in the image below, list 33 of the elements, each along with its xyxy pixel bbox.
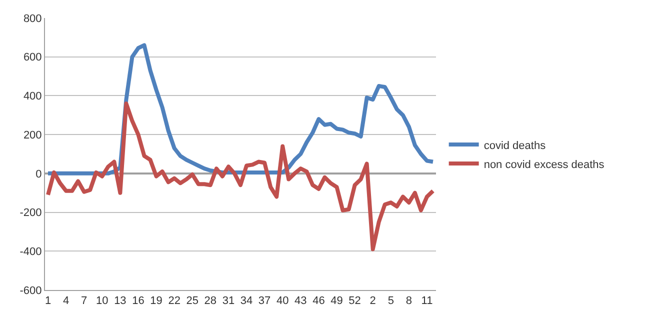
x-tick-label: 13: [114, 295, 126, 308]
legend-label: non covid excess deaths: [484, 158, 605, 171]
x-tick-label: 1: [44, 295, 52, 308]
x-tick-label: 25: [186, 295, 199, 308]
x-tick-label: 46: [312, 295, 325, 308]
x-tick-label: 34: [240, 295, 253, 308]
line-series: [46, 101, 435, 252]
x-tick-label: 7: [81, 295, 88, 308]
y-tick-label: 0: [36, 168, 42, 180]
x-tick-label: 28: [204, 295, 217, 308]
y-tick-label: -600: [20, 284, 42, 297]
legend-label: covid deaths: [484, 140, 546, 152]
y-tick-label: 800: [23, 12, 42, 25]
x-tick-label: 49: [330, 295, 343, 308]
y-tick-label: 200: [23, 129, 42, 142]
y-tick-label: -200: [20, 207, 42, 220]
x-tick-label: 2: [370, 295, 376, 308]
x-tick-label: 52: [348, 295, 361, 308]
x-tick-label: 19: [150, 295, 162, 308]
x-tick-label: 37: [258, 295, 271, 308]
x-tick-label: 40: [276, 295, 289, 308]
y-tick-label: 400: [23, 90, 42, 103]
x-tick-label: 10: [96, 295, 108, 308]
y-tick-label: 600: [23, 52, 42, 64]
x-tick-label: 5: [388, 295, 394, 308]
x-tick-label: 31: [222, 295, 235, 308]
x-tick-label: 43: [294, 295, 307, 308]
x-tick-label: 4: [62, 295, 70, 308]
x-tick-label: 16: [132, 295, 144, 308]
x-tick-label: 22: [168, 295, 180, 308]
x-tick-label: 8: [406, 295, 412, 308]
x-tick-label: 11: [421, 295, 433, 308]
y-tick-label: -400: [20, 246, 42, 258]
